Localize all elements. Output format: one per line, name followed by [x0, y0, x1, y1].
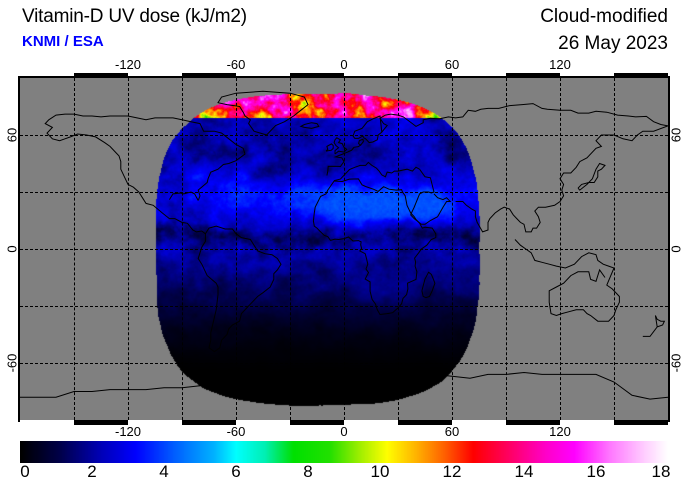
- colorbar-tick-label: 4: [159, 462, 169, 481]
- institute-label: KNMI / ESA: [22, 33, 104, 50]
- lon-tick-label: 120: [549, 57, 571, 72]
- coastline-path: [353, 116, 382, 138]
- coastline-path: [198, 226, 281, 351]
- lat-tick-label: 60: [4, 127, 20, 143]
- coastline-path: [301, 123, 319, 129]
- coastline-path: [218, 91, 308, 135]
- coastline-path: [456, 126, 668, 232]
- colorbar-tick-label: 0: [20, 462, 30, 481]
- coastline-path: [334, 162, 434, 214]
- colorbar-tick-label: 18: [651, 462, 671, 481]
- header: Vitamin-D UV dose (kJ/m2) KNMI / ESA Clo…: [0, 0, 688, 60]
- colorbar-tick-label: 14: [514, 462, 534, 481]
- lat-tick-label: 0: [668, 245, 684, 253]
- colorbar-tick-label: 8: [303, 462, 313, 481]
- colorbar: [20, 441, 668, 463]
- lon-tick-label: 60: [444, 424, 460, 439]
- axis-rule-bottom: [20, 420, 668, 425]
- map-clip: [20, 78, 668, 420]
- coastline-path: [45, 114, 245, 234]
- coastline-path: [411, 194, 451, 224]
- lon-tick-label: 120: [549, 424, 571, 439]
- coastline-path: [20, 369, 668, 399]
- lat-tick-label: -60: [4, 353, 20, 373]
- coastline-path: [364, 104, 668, 143]
- coastline-overlay: [20, 78, 668, 420]
- lon-tick-label: -120: [114, 424, 142, 439]
- lat-tick-label: -60: [668, 353, 684, 373]
- coastline-path: [515, 240, 619, 322]
- page-title: Vitamin-D UV dose (kJ/m2): [22, 6, 247, 27]
- longitude-axis-bottom: -120 -60 0 60 120: [0, 424, 688, 440]
- map-plot-area: [20, 78, 668, 420]
- colorbar-gradient: [20, 441, 668, 463]
- colorbar-tick-label: 10: [370, 462, 390, 481]
- coastline-path: [313, 179, 435, 315]
- lon-tick-label: 0: [340, 57, 348, 72]
- lon-tick-label: 60: [444, 57, 460, 72]
- coastline-path: [334, 138, 347, 154]
- lat-tick-label: 60: [668, 127, 684, 143]
- colorbar-tick-label: 16: [586, 462, 606, 481]
- lon-tick-label: -60: [226, 57, 246, 72]
- coastline-path: [169, 192, 198, 201]
- colorbar-tick-label: 12: [442, 462, 462, 481]
- coastline-path: [578, 164, 605, 191]
- date-label: 26 May 2023: [558, 33, 668, 54]
- coastline-path: [326, 144, 333, 151]
- longitude-axis-top: -120 -60 0 60 120: [0, 57, 688, 73]
- lon-tick-label: -120: [114, 57, 142, 72]
- lon-tick-label: 0: [340, 424, 348, 439]
- colorbar-ticks: 0 2 4 6 8 10 12 14 16 18: [0, 462, 688, 484]
- product-label: Cloud-modified: [540, 6, 668, 27]
- coastline-path: [643, 316, 665, 337]
- lon-tick-label: -60: [226, 424, 246, 439]
- colorbar-tick-label: 6: [231, 462, 241, 481]
- lat-tick-label: 0: [4, 245, 20, 253]
- coastline-path: [327, 139, 364, 175]
- axis-rule-top: [20, 73, 668, 78]
- colorbar-tick-label: 2: [87, 462, 97, 481]
- coastline-path: [422, 272, 435, 297]
